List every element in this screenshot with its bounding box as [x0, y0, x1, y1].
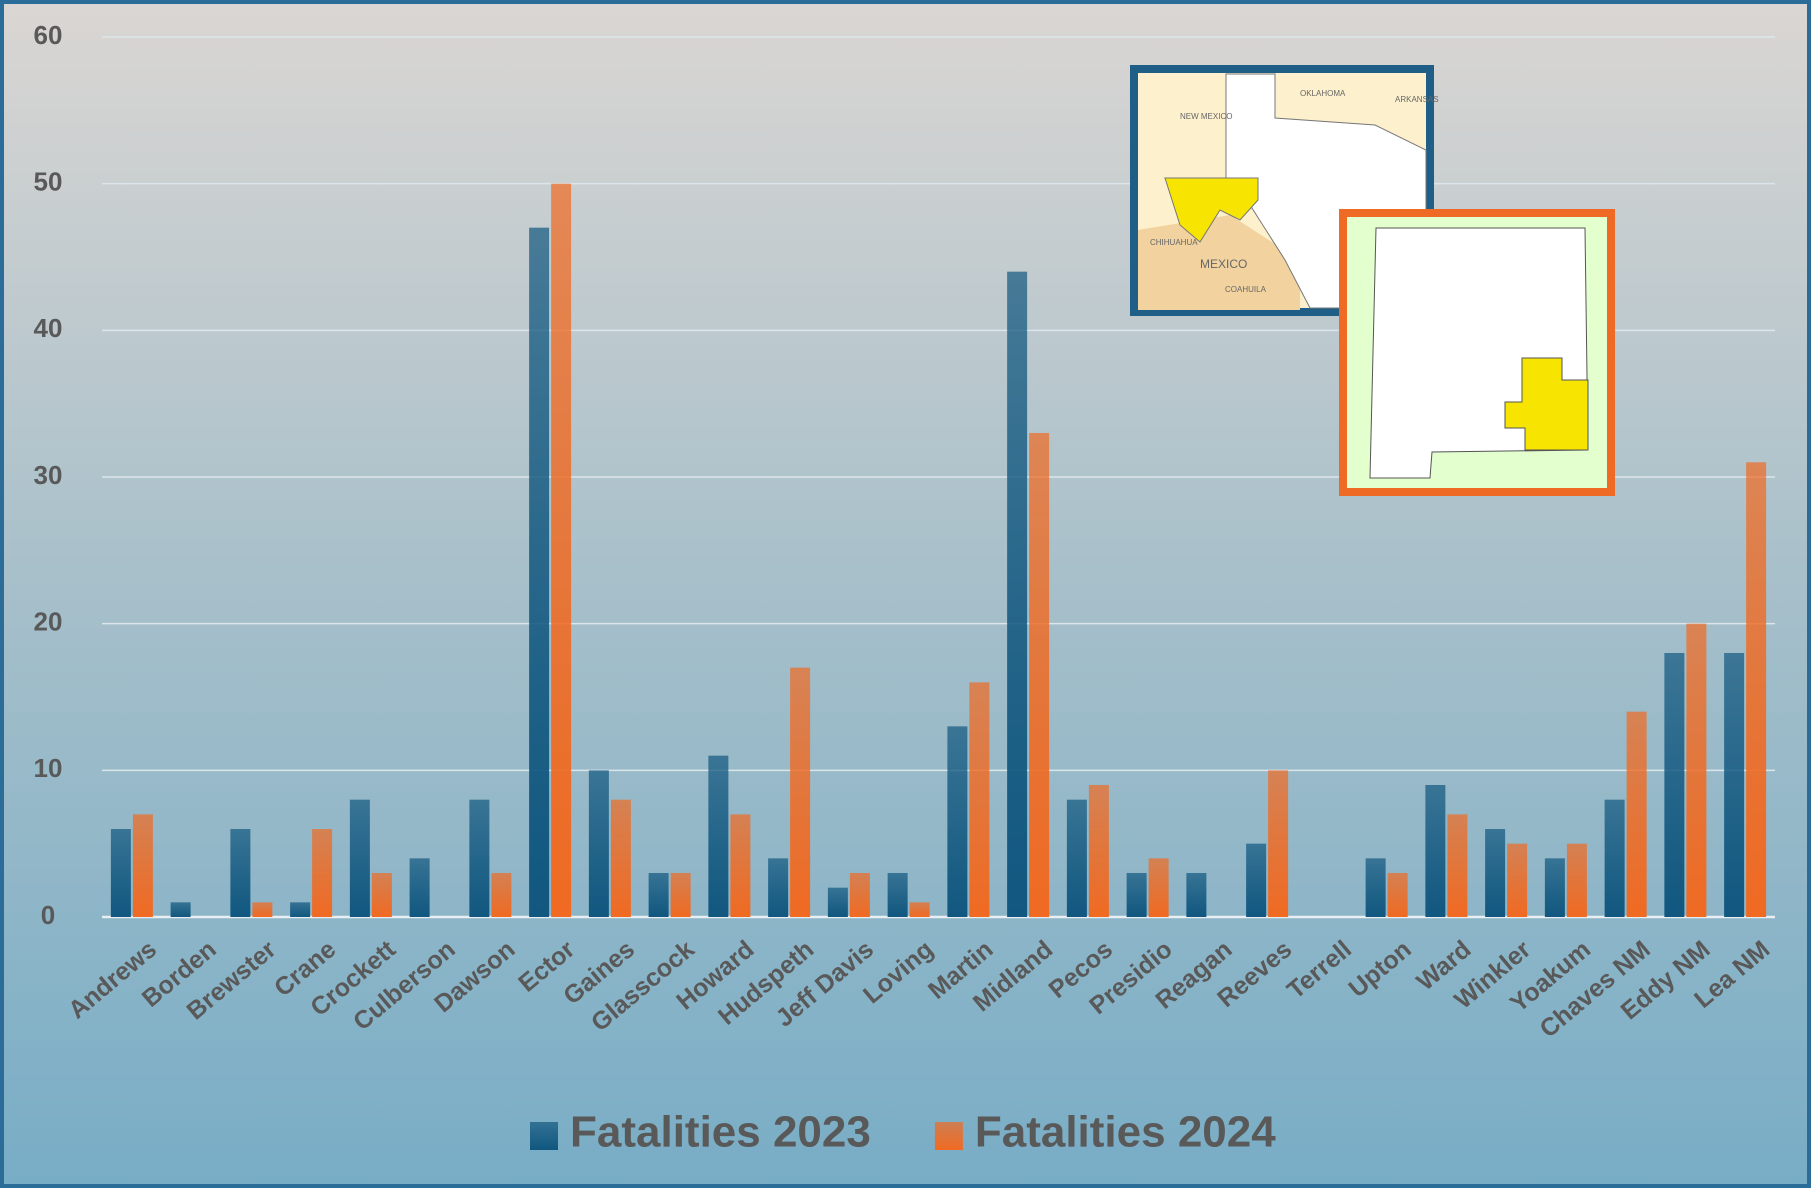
bar: [1066, 799, 1087, 917]
bar: [1746, 462, 1767, 917]
bar: [1686, 623, 1707, 917]
legend-swatch: [530, 1122, 558, 1150]
new-mexico-map-inset: [1339, 209, 1615, 496]
bar: [469, 799, 490, 917]
legend-label: Fatalities 2023: [570, 1108, 871, 1157]
bar: [252, 902, 273, 917]
map-label: CHIHUAHUA: [1150, 238, 1198, 247]
bar: [1029, 433, 1050, 917]
bar: [1088, 785, 1109, 917]
bar: [1365, 858, 1386, 917]
bar: [670, 873, 691, 917]
bar: [827, 887, 848, 917]
bar: [1604, 799, 1625, 917]
bar: [1664, 653, 1685, 917]
y-tick-label: 30: [34, 460, 63, 490]
bar: [371, 873, 392, 917]
legend-swatch: [934, 1122, 963, 1150]
bar: [230, 829, 251, 917]
map-label: MEXICO: [1200, 257, 1247, 271]
y-tick-label: 40: [34, 313, 63, 343]
bar: [768, 858, 789, 917]
bar: [588, 770, 609, 917]
bar: [1387, 873, 1408, 917]
texas-map-inset: NEW MEXICO OKLAHOMA ARKANSAS CHIHUAHUA M…: [1130, 65, 1439, 316]
bar: [909, 902, 930, 917]
map-label: ARKANSAS: [1395, 95, 1439, 104]
bar: [1566, 843, 1587, 917]
bar: [1507, 843, 1528, 917]
bar: [790, 667, 811, 917]
bar: [730, 814, 751, 917]
bar: [529, 227, 550, 917]
bar: [110, 829, 131, 917]
bar: [1425, 785, 1446, 917]
y-tick-label: 20: [34, 607, 63, 637]
bar: [887, 873, 908, 917]
map-label: OKLAHOMA: [1300, 89, 1346, 98]
bar: [1544, 858, 1565, 917]
bar: [1724, 653, 1745, 917]
bar: [170, 902, 191, 917]
bar: [1246, 843, 1267, 917]
map-label: NEW MEXICO: [1180, 112, 1232, 121]
bar: [1126, 873, 1147, 917]
bar: [849, 873, 870, 917]
bar: [349, 799, 370, 917]
bar: [1447, 814, 1468, 917]
bar: [1007, 271, 1028, 918]
y-tick-label: 50: [34, 167, 63, 197]
bar: [1485, 829, 1506, 917]
bar: [312, 829, 333, 917]
legend-label: Fatalities 2024: [975, 1108, 1276, 1157]
bar: [610, 799, 631, 917]
bar: [491, 873, 512, 917]
map-label: COAHUILA: [1225, 285, 1267, 294]
bar: [708, 755, 729, 917]
y-tick-label: 0: [41, 900, 55, 930]
bar: [648, 873, 669, 917]
bar: [1148, 858, 1169, 917]
bar: [1186, 873, 1207, 917]
bar: [551, 183, 572, 917]
bar: [1268, 770, 1289, 917]
bar: [969, 682, 990, 917]
bar: [947, 726, 968, 917]
y-tick-label: 10: [34, 753, 63, 783]
y-tick-label: 60: [34, 20, 63, 50]
bar: [1626, 711, 1647, 917]
bar: [290, 902, 311, 917]
bar: [132, 814, 153, 917]
bar: [409, 858, 430, 917]
